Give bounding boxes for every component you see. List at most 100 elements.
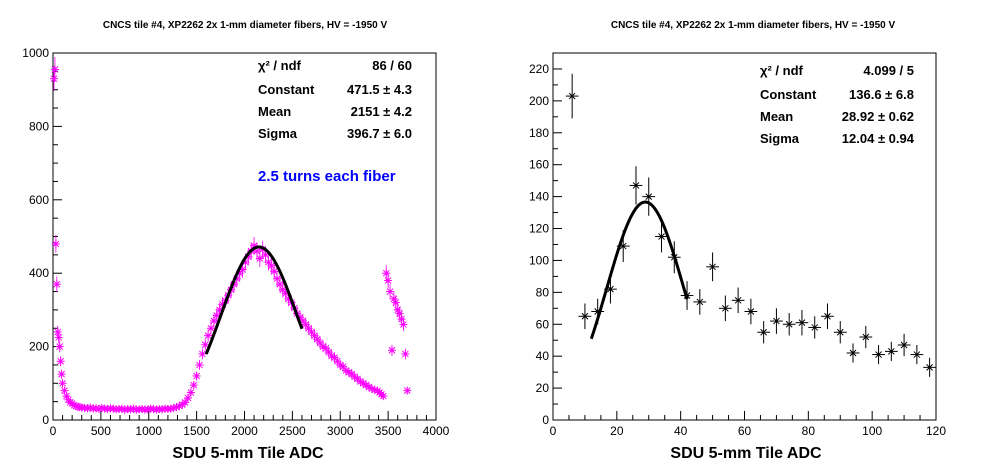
data-point [189,381,198,390]
data-point [770,308,783,334]
y-tick-label: 180 [529,126,549,140]
chart-left-stat-label-3: Sigma [258,126,298,141]
y-tick-label: 220 [529,62,549,76]
data-point [181,398,190,407]
y-tick-label: 200 [29,340,49,354]
data-point [782,313,796,336]
data-point [833,321,847,344]
chart-left-xlabel: SDU 5-mm Tile ADC [172,445,324,462]
chart-right-stats: χ² / ndf 4.099 / 5 Constant 136.6 ± 6.8 … [760,63,915,146]
chart-left-stat-value-1: 471.5 ± 4.3 [347,82,412,97]
data-point [744,298,758,325]
chart-left-points [49,57,412,414]
chart-left-stat-value-2: 2151 ± 4.2 [351,104,412,119]
chart-left-axes: 0 500 1000 1500 2000 2500 3000 3500 4000 0 200 400 6… [22,46,449,438]
chart-right-stat-label-0: χ² / ndf [760,63,804,78]
chart-right-points [565,73,936,377]
data-point [304,321,313,335]
data-point [198,348,207,360]
data-point [54,331,63,344]
data-point [387,344,396,356]
data-point [57,369,66,379]
data-point [50,57,59,82]
data-point [195,360,204,370]
data-point [204,329,213,342]
x-tick-label: 80 [802,424,816,438]
chart-right-stat-value-0: 4.099 / 5 [863,63,914,78]
y-tick-label: 400 [29,266,49,280]
data-point [706,252,719,282]
chart-left-stat-label-1: Constant [258,82,315,97]
chart-left-stat-label-0: χ² / ndf [258,58,302,73]
x-tick-label: 2000 [231,424,258,438]
chart-right-axes: 0 20 40 60 80 100 120 0 20 40 60 80 100 120 140 160 180 2… [529,62,946,438]
y-tick-label: 20 [536,381,550,395]
data-point [629,166,643,205]
data-point [731,287,745,314]
data-point [757,321,771,344]
y-tick-label: 120 [529,222,549,236]
x-tick-label: 60 [738,424,752,438]
x-tick-label: 1500 [183,424,210,438]
x-tick-label: 120 [926,424,946,438]
y-tick-label: 1000 [22,46,49,60]
chart-right-fit-curve [589,200,689,340]
chart-left-stat-value-3: 396.7 ± 6.0 [347,126,412,141]
data-point [642,177,656,216]
chart-right-title: CNCS tile #4, XP2262 2x 1-mm diameter fi… [611,20,896,31]
chart-left-fit-curve [204,245,304,355]
data-point [872,345,885,365]
data-point [578,303,592,330]
data-point [693,289,707,315]
y-tick-label: 160 [529,158,549,172]
chart-right-stat-value-2: 28.92 ± 0.62 [842,109,914,124]
data-point [795,309,809,336]
data-point [718,295,732,322]
y-tick-label: 40 [536,349,550,363]
chart-right-stat-label-3: Sigma [760,131,800,146]
data-point [859,325,873,349]
x-tick-label: 0 [550,424,557,438]
data-point [201,338,210,351]
data-point [386,283,395,300]
data-point [278,282,287,298]
y-tick-label: 200 [529,94,549,108]
x-tick-label: 4000 [423,424,450,438]
data-point [846,343,860,363]
data-point [58,379,67,388]
data-point [403,386,412,395]
data-point [370,385,379,394]
data-point [60,386,69,395]
data-point [384,272,393,289]
y-tick-label: 80 [536,285,550,299]
chart-left-annotation: 2.5 turns each fiber [258,168,396,185]
y-tick-label: 600 [29,193,49,207]
data-point [808,316,822,339]
y-tick-label: 100 [529,253,549,267]
x-tick-label: 500 [91,424,111,438]
data-point [255,250,264,267]
data-point [267,257,276,275]
chart-right-stat-label-1: Constant [760,87,817,102]
x-tick-label: 20 [610,424,624,438]
data-point [401,348,410,360]
data-point [344,367,353,377]
chart-right-stat-label-2: Mean [760,109,793,124]
chart-left-stat-value-0: 86 / 60 [372,58,412,73]
chart-left-stat-label-2: Mean [258,104,291,119]
y-tick-label: 60 [536,317,550,331]
data-point [192,371,201,381]
data-point [270,263,279,280]
x-tick-label: 100 [862,424,882,438]
chart-left-stats: χ² / ndf 86 / 60 Constant 471.5 ± 4.3 Me… [258,58,412,141]
y-tick-label: 140 [529,190,549,204]
data-point [910,345,924,365]
y-tick-label: 0 [42,413,49,427]
x-tick-label: 0 [50,424,57,438]
data-point [884,341,898,361]
data-point [655,220,668,253]
chart-left-title: CNCS tile #4, XP2262 2x 1-mm diameter fi… [103,20,388,31]
chart-right-stat-value-1: 136.6 ± 6.8 [849,87,914,102]
data-point [379,392,388,401]
